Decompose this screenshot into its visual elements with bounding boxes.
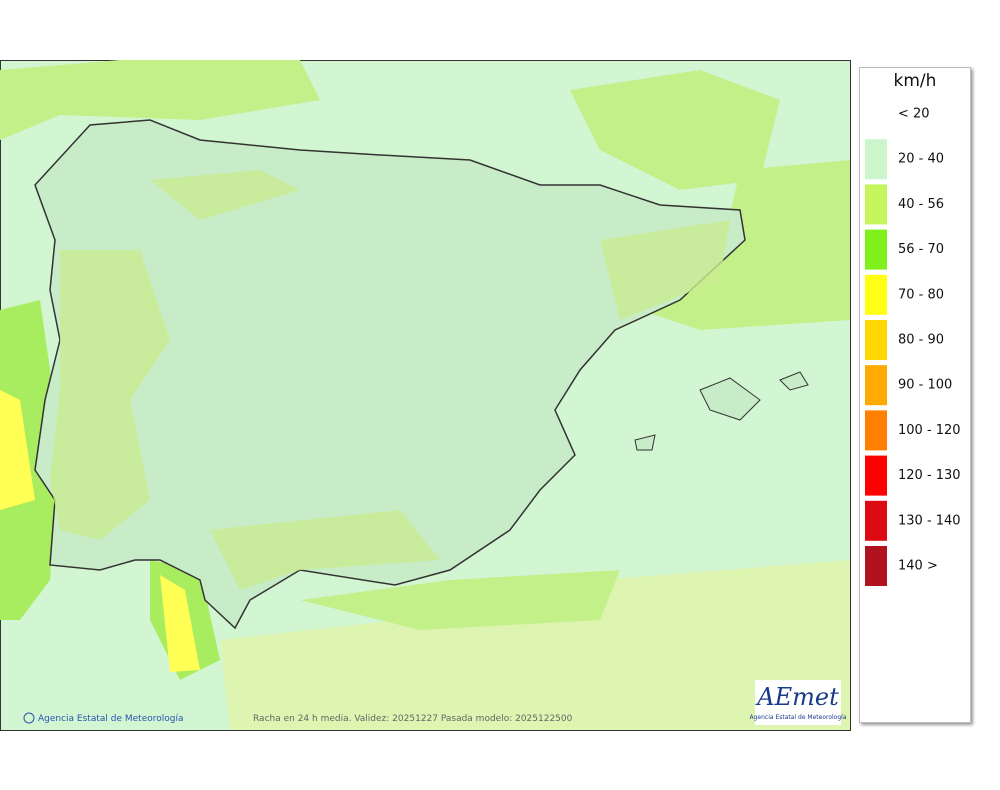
wind-zone (0, 390, 35, 510)
logo-subtitle: Agencia Estatal de Meteorología (750, 714, 847, 721)
legend-label: < 20 (898, 107, 930, 122)
credit: Agencia Estatal de Meteorología (38, 714, 184, 724)
legend-swatch (865, 500, 887, 541)
legend-swatch (865, 410, 887, 451)
legend-swatch (865, 365, 887, 406)
legend-swatch (865, 274, 887, 315)
legend-label: 120 - 130 (898, 468, 961, 483)
legend-label: 130 - 140 (898, 513, 961, 528)
legend-swatch (865, 139, 887, 180)
wind-zone (0, 60, 320, 140)
legend-label: 90 - 100 (898, 378, 952, 393)
coast-africa (220, 560, 850, 730)
legend-swatch (865, 320, 887, 360)
legend-label: 80 - 90 (898, 333, 944, 348)
copyright-icon (23, 712, 35, 724)
wind-zone (150, 170, 300, 220)
wind-zone (570, 70, 780, 190)
legend-label: 100 - 120 (898, 423, 961, 438)
legend-title: km/h (894, 71, 937, 91)
legend-label: 56 - 70 (898, 242, 944, 257)
legend-svg: km/h < 20 20 - 40 40 - 56 56 - 70 70 - 80 80 … (865, 71, 961, 586)
legend-label: 20 - 40 (898, 152, 944, 167)
logo-box (755, 680, 841, 725)
island (634, 434, 656, 451)
legend-swatch (865, 546, 887, 586)
legend-label: 70 - 80 (898, 287, 944, 302)
wind-zone (50, 250, 170, 540)
legend-swatch (865, 455, 887, 496)
island (779, 371, 809, 391)
wind-zone (0, 300, 60, 620)
legend-label: 40 - 56 (898, 197, 944, 212)
logo-text: AEmet (755, 683, 839, 711)
legend-label: 140 > (898, 559, 938, 574)
wind-zone (300, 570, 620, 630)
caption: Racha en 24 h media. Validez: 20251227 P… (253, 714, 573, 724)
island (699, 377, 761, 421)
legend: km/h < 20 20 - 40 40 - 56 56 - 70 70 - 80 80 … (859, 67, 971, 723)
wind-zone (600, 220, 730, 320)
wind-zone (210, 510, 440, 590)
wind-zone (160, 575, 200, 672)
legend-swatch (865, 229, 887, 270)
legend-swatch (865, 184, 887, 225)
map: AEmet Agencia Estatal de Meteorología Ag… (0, 60, 851, 731)
legend-swatch (865, 94, 887, 134)
